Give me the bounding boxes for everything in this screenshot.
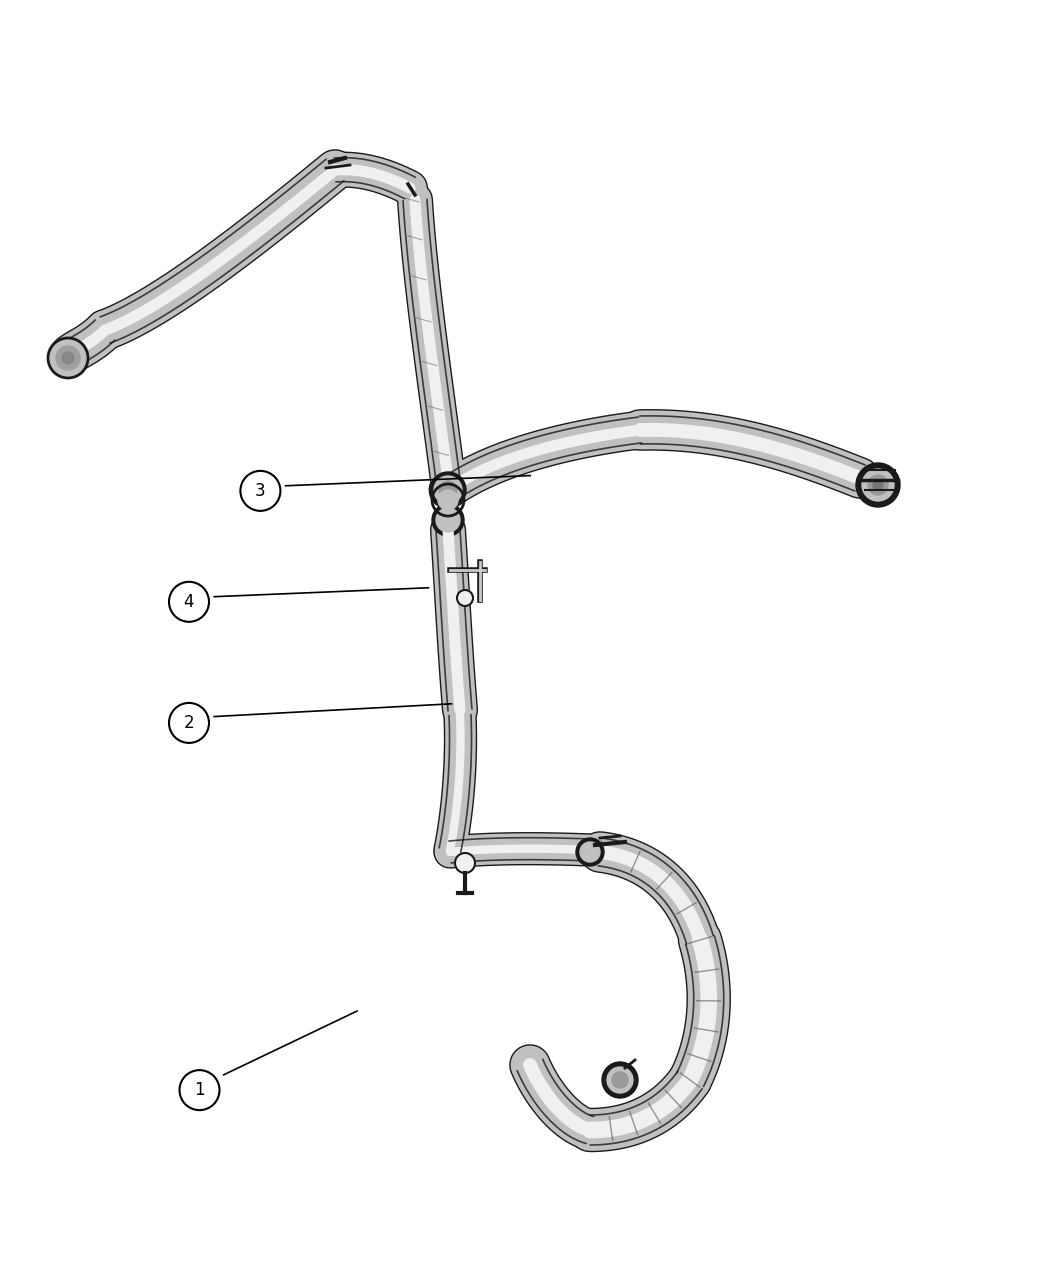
Circle shape bbox=[576, 838, 604, 866]
Text: 4: 4 bbox=[184, 593, 194, 611]
Circle shape bbox=[169, 703, 209, 743]
Circle shape bbox=[439, 481, 457, 499]
Circle shape bbox=[62, 352, 74, 363]
Circle shape bbox=[432, 504, 464, 536]
Circle shape bbox=[436, 507, 460, 532]
Circle shape bbox=[180, 1070, 219, 1111]
Circle shape bbox=[862, 469, 894, 501]
Circle shape bbox=[457, 590, 472, 606]
Circle shape bbox=[56, 346, 80, 370]
Circle shape bbox=[580, 842, 600, 862]
Circle shape bbox=[607, 1067, 633, 1093]
Text: 2: 2 bbox=[184, 714, 194, 732]
Circle shape bbox=[873, 479, 883, 490]
Circle shape bbox=[430, 472, 466, 507]
Circle shape bbox=[455, 853, 475, 873]
Circle shape bbox=[240, 470, 280, 511]
Circle shape bbox=[602, 1062, 638, 1098]
Text: 1: 1 bbox=[194, 1081, 205, 1099]
Circle shape bbox=[48, 338, 88, 377]
Circle shape bbox=[868, 476, 888, 495]
Circle shape bbox=[856, 463, 900, 507]
Circle shape bbox=[612, 1072, 628, 1088]
Circle shape bbox=[438, 490, 458, 510]
Circle shape bbox=[169, 581, 209, 622]
Text: 3: 3 bbox=[255, 482, 266, 500]
Circle shape bbox=[434, 476, 462, 504]
